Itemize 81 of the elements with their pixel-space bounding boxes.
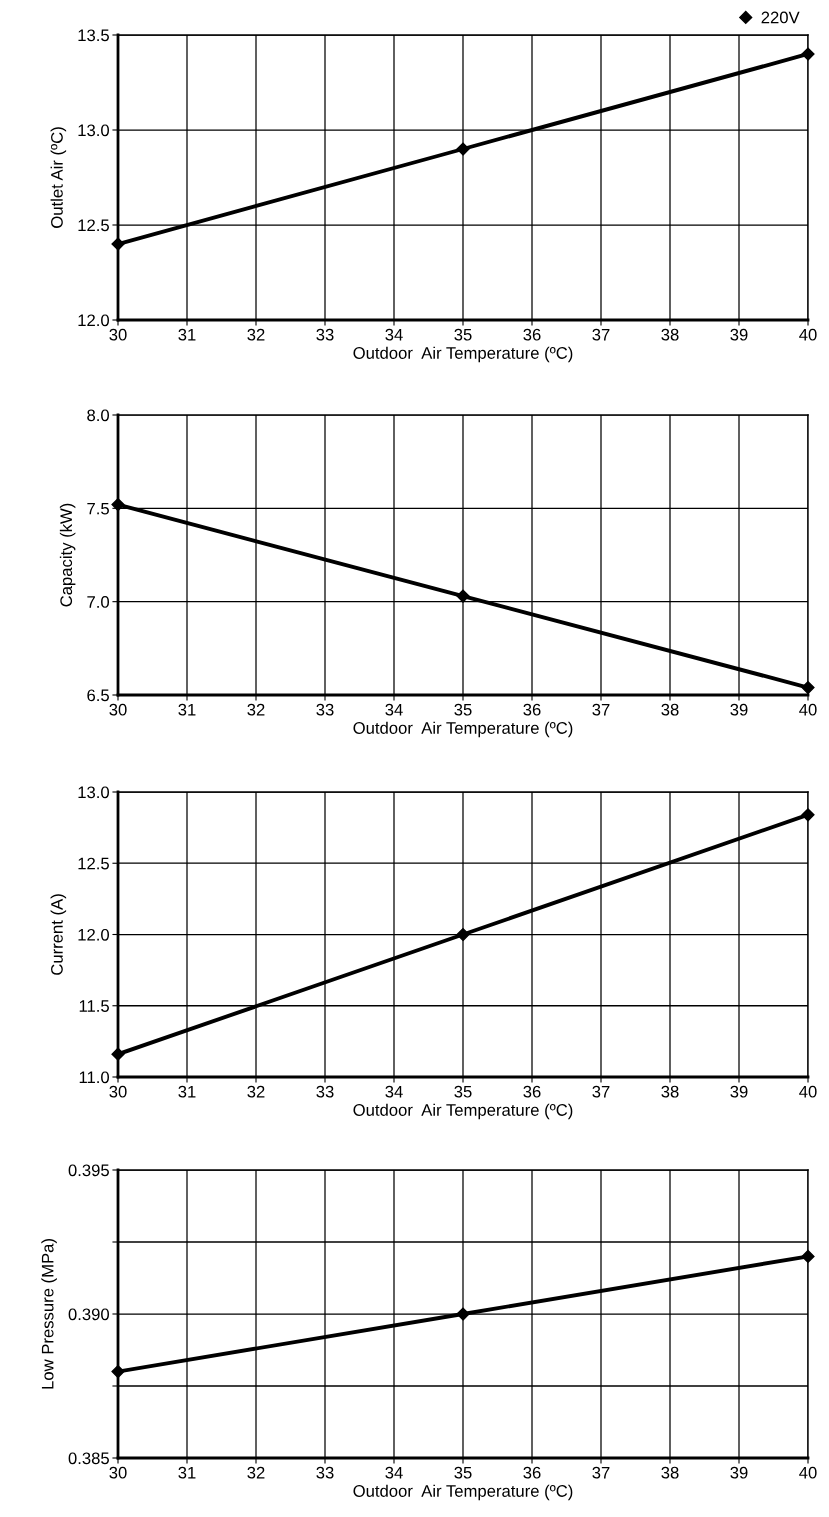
x-axis-title: Outdoor Air Temperature (ºC) — [353, 721, 573, 738]
y-tick-label: 13.0 — [78, 786, 110, 799]
point — [456, 1307, 470, 1321]
x-tick-label: 40 — [799, 703, 817, 716]
x-tick-label: 37 — [592, 703, 610, 716]
y-tick-label: 12.0 — [78, 314, 110, 327]
legend-label: 220V — [761, 11, 800, 24]
x-tick-label: 35 — [454, 703, 472, 716]
x-tick-label: 38 — [661, 328, 679, 341]
x-tick-label: 36 — [523, 703, 541, 716]
x-tick-label: 36 — [523, 328, 541, 341]
x-tick-label: 34 — [385, 328, 403, 341]
point — [111, 498, 125, 512]
x-tick-label: 40 — [799, 1466, 817, 1479]
x-tick-label: 39 — [730, 703, 748, 716]
x-tick-label: 39 — [730, 328, 748, 341]
x-tick-label: 40 — [799, 328, 817, 341]
x-tick-label: 31 — [178, 328, 196, 341]
x-tick-label: 30 — [109, 1466, 127, 1479]
point — [801, 47, 815, 61]
x-tick-label: 37 — [592, 328, 610, 341]
y-tick-label: 6.5 — [87, 689, 109, 702]
point — [111, 1365, 125, 1379]
x-tick-label: 32 — [247, 1085, 265, 1098]
x-tick-label: 33 — [316, 1085, 334, 1098]
y-tick-label: 0.390 — [68, 1308, 110, 1321]
x-tick-label: 35 — [454, 1466, 472, 1479]
point — [801, 808, 815, 822]
x-axis-title: Outdoor Air Temperature (ºC) — [353, 1484, 573, 1501]
y-tick-label: 11.5 — [79, 1000, 109, 1012]
x-tick-label: 31 — [178, 1085, 196, 1098]
x-tick-label: 33 — [316, 1466, 334, 1479]
x-tick-label: 34 — [385, 1085, 403, 1098]
x-tick-label: 39 — [730, 1085, 748, 1098]
x-tick-label: 37 — [592, 1466, 610, 1479]
y-tick-label: 13.5 — [78, 29, 109, 42]
x-tick-label: 35 — [454, 328, 472, 341]
y-tick-label: 13.0 — [78, 124, 110, 137]
x-tick-label: 40 — [799, 1085, 817, 1098]
x-tick-label: 35 — [454, 1085, 472, 1098]
x-tick-label: 32 — [247, 703, 265, 716]
point — [801, 680, 815, 695]
point — [111, 1047, 125, 1061]
y-axis-title: Capacity (kW) — [59, 503, 76, 607]
y-tick-label: 0.385 — [68, 1452, 109, 1465]
x-tick-label: 38 — [661, 703, 679, 716]
x-tick-label: 38 — [661, 1085, 679, 1098]
x-tick-label: 32 — [247, 1466, 265, 1479]
y-tick-label: 8.0 — [87, 409, 110, 422]
y-axis-title: Low Pressure (MPa) — [41, 1239, 57, 1389]
point — [456, 589, 470, 603]
x-tick-label: 36 — [523, 1085, 541, 1098]
y-axis-title: Outlet Air (ºC) — [50, 127, 67, 228]
x-axis-title: Outdoor Air Temperature (ºC) — [353, 346, 573, 363]
y-tick-label: 12.0 — [78, 928, 110, 941]
y-tick-label: 0.395 — [68, 1164, 109, 1177]
x-tick-label: 30 — [109, 328, 127, 341]
y-tick-label: 12.5 — [78, 857, 109, 870]
y-axis-title: Current (A) — [50, 894, 67, 975]
x-tick-label: 38 — [661, 1466, 679, 1479]
x-tick-label: 39 — [730, 1466, 748, 1479]
x-tick-label: 33 — [316, 703, 334, 716]
y-tick-label: 11.0 — [79, 1071, 110, 1084]
y-tick-label: 7.0 — [87, 596, 110, 608]
x-tick-label: 34 — [385, 703, 403, 716]
x-tick-label: 32 — [247, 328, 265, 341]
x-tick-label: 34 — [385, 1466, 403, 1479]
x-tick-label: 33 — [316, 328, 334, 341]
y-tick-label: 7.5 — [87, 502, 109, 515]
x-tick-label: 36 — [523, 1466, 541, 1479]
x-axis-title: Outdoor Air Temperature (ºC) — [353, 1103, 573, 1120]
point — [456, 927, 470, 942]
point — [111, 237, 125, 251]
x-tick-label: 37 — [592, 1085, 610, 1098]
y-tick-label: 12.5 — [78, 219, 109, 232]
x-tick-label: 31 — [178, 703, 196, 716]
point — [456, 142, 470, 156]
point — [801, 1249, 815, 1263]
x-tick-label: 30 — [109, 703, 127, 716]
x-tick-label: 31 — [178, 1466, 196, 1479]
x-tick-label: 30 — [109, 1085, 127, 1098]
